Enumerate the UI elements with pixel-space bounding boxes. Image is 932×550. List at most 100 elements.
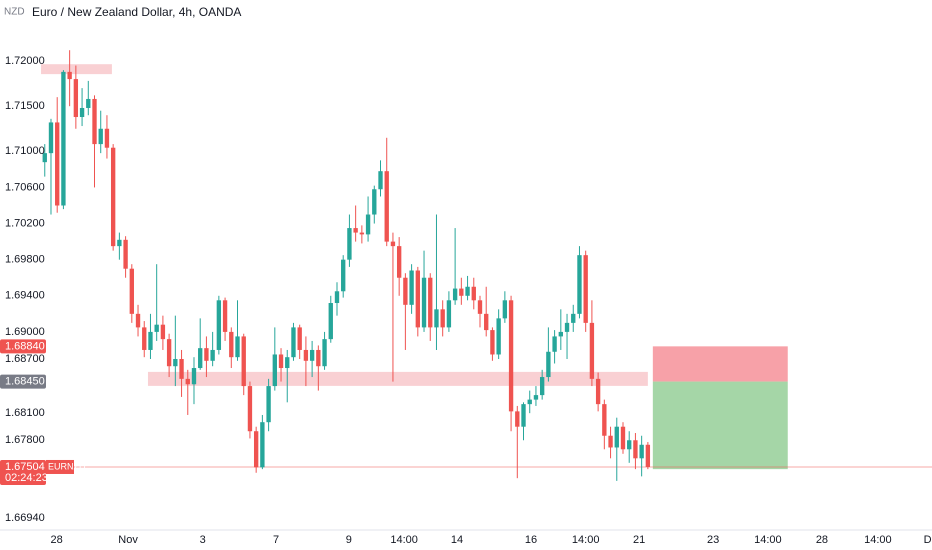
candle-body <box>347 228 352 260</box>
candle-body <box>328 303 333 340</box>
candle-body <box>185 378 190 385</box>
candle-body <box>533 395 539 400</box>
candle-body <box>521 404 526 427</box>
candle-body <box>589 322 595 379</box>
candle-body <box>110 147 116 247</box>
candle-body <box>67 71 72 80</box>
candle-body <box>42 153 47 163</box>
y-tick-label: 1.72000 <box>5 55 45 67</box>
candle-body <box>309 349 315 361</box>
candle-body <box>104 128 110 148</box>
x-tick-label: 14:00 <box>864 534 892 546</box>
candle-body <box>546 351 551 378</box>
candle-body <box>627 440 632 450</box>
candle-body <box>446 300 452 328</box>
candle-body <box>608 435 613 448</box>
candle-body <box>502 300 508 319</box>
y-tick-label: 1.69000 <box>5 326 45 338</box>
candle-body <box>471 286 476 301</box>
candle-body <box>154 324 159 332</box>
candle-body <box>558 331 563 337</box>
candle-body <box>98 128 103 145</box>
candle-body <box>235 336 240 358</box>
candle-body <box>148 331 153 350</box>
candle-body <box>272 354 277 387</box>
candle-body <box>583 255 588 323</box>
candle-body <box>477 300 483 314</box>
candle-body <box>595 378 601 405</box>
candle-body <box>527 399 532 405</box>
candle-body <box>484 313 489 331</box>
x-tick-label: 7 <box>273 534 279 546</box>
zone <box>41 64 112 75</box>
candle-body <box>334 291 340 304</box>
candle-body <box>142 327 147 350</box>
y-tick-label: 1.71500 <box>5 100 45 112</box>
candle-body <box>440 309 445 328</box>
chart-title: Euro / New Zealand Dollar, 4h, OANDA <box>32 5 241 19</box>
x-tick-label: 14:00 <box>390 534 418 546</box>
candle-body <box>403 277 408 305</box>
x-tick-label: 9 <box>346 534 352 546</box>
candle-body <box>577 255 582 314</box>
candle-body <box>210 349 215 361</box>
candle-body <box>515 411 520 427</box>
y-tick-label: 1.67800 <box>5 434 45 446</box>
y-tick-label: 1.66940 <box>5 512 45 524</box>
candle-body <box>160 324 166 340</box>
candle-body <box>303 349 309 361</box>
candle-body <box>571 313 576 323</box>
candle-body <box>48 122 54 154</box>
candle-body <box>173 358 178 367</box>
candle-body <box>322 339 327 367</box>
candle-body <box>222 300 228 332</box>
candle-body <box>191 368 197 385</box>
candle-body <box>390 241 396 247</box>
candle-body <box>365 214 371 235</box>
y-tick-label: 1.68700 <box>5 353 45 365</box>
candle-body <box>260 422 265 468</box>
candle-body <box>409 270 414 305</box>
y-tick-label: 1.70600 <box>5 181 45 193</box>
candle-body <box>378 171 383 190</box>
candle-body <box>61 71 66 206</box>
candle-body <box>465 286 470 296</box>
candle-body <box>253 431 259 468</box>
candle-body <box>490 330 495 355</box>
candle-body <box>55 122 60 206</box>
y-tick-label: 1.68100 <box>5 407 45 419</box>
candle-body <box>86 98 91 108</box>
candle-body <box>452 288 458 301</box>
candle-body <box>135 313 141 328</box>
candle-body <box>229 331 234 358</box>
x-tick-label: Nov <box>118 534 138 546</box>
candle-body <box>316 349 321 367</box>
candle-body <box>645 444 651 467</box>
candle-body <box>92 98 97 145</box>
candle-body <box>247 386 253 432</box>
candle-body <box>179 358 184 379</box>
candle-body <box>216 300 222 350</box>
candle-body <box>204 348 209 361</box>
currency: NZD <box>4 7 25 18</box>
candle-body <box>117 239 122 247</box>
countdown: 02:24:23 <box>5 472 48 484</box>
x-tick-label: 14:00 <box>572 534 600 546</box>
candle-body <box>353 228 358 233</box>
x-tick-label: 14 <box>451 534 463 546</box>
candle-body <box>285 357 290 369</box>
candle-body <box>372 189 377 215</box>
x-tick-label: 28 <box>816 534 828 546</box>
candle-body <box>508 300 514 412</box>
candle-body <box>278 354 284 369</box>
current-price-box <box>0 459 46 485</box>
candle-body <box>123 239 128 269</box>
candle-body <box>614 426 619 448</box>
symbol-label: EURNZD <box>48 461 86 471</box>
y-tick-label: 1.69800 <box>5 254 45 266</box>
x-tick-label: 23 <box>707 534 719 546</box>
target-zone <box>652 381 788 470</box>
price-label: 1.68450 <box>5 375 45 387</box>
candle-body <box>564 322 570 332</box>
